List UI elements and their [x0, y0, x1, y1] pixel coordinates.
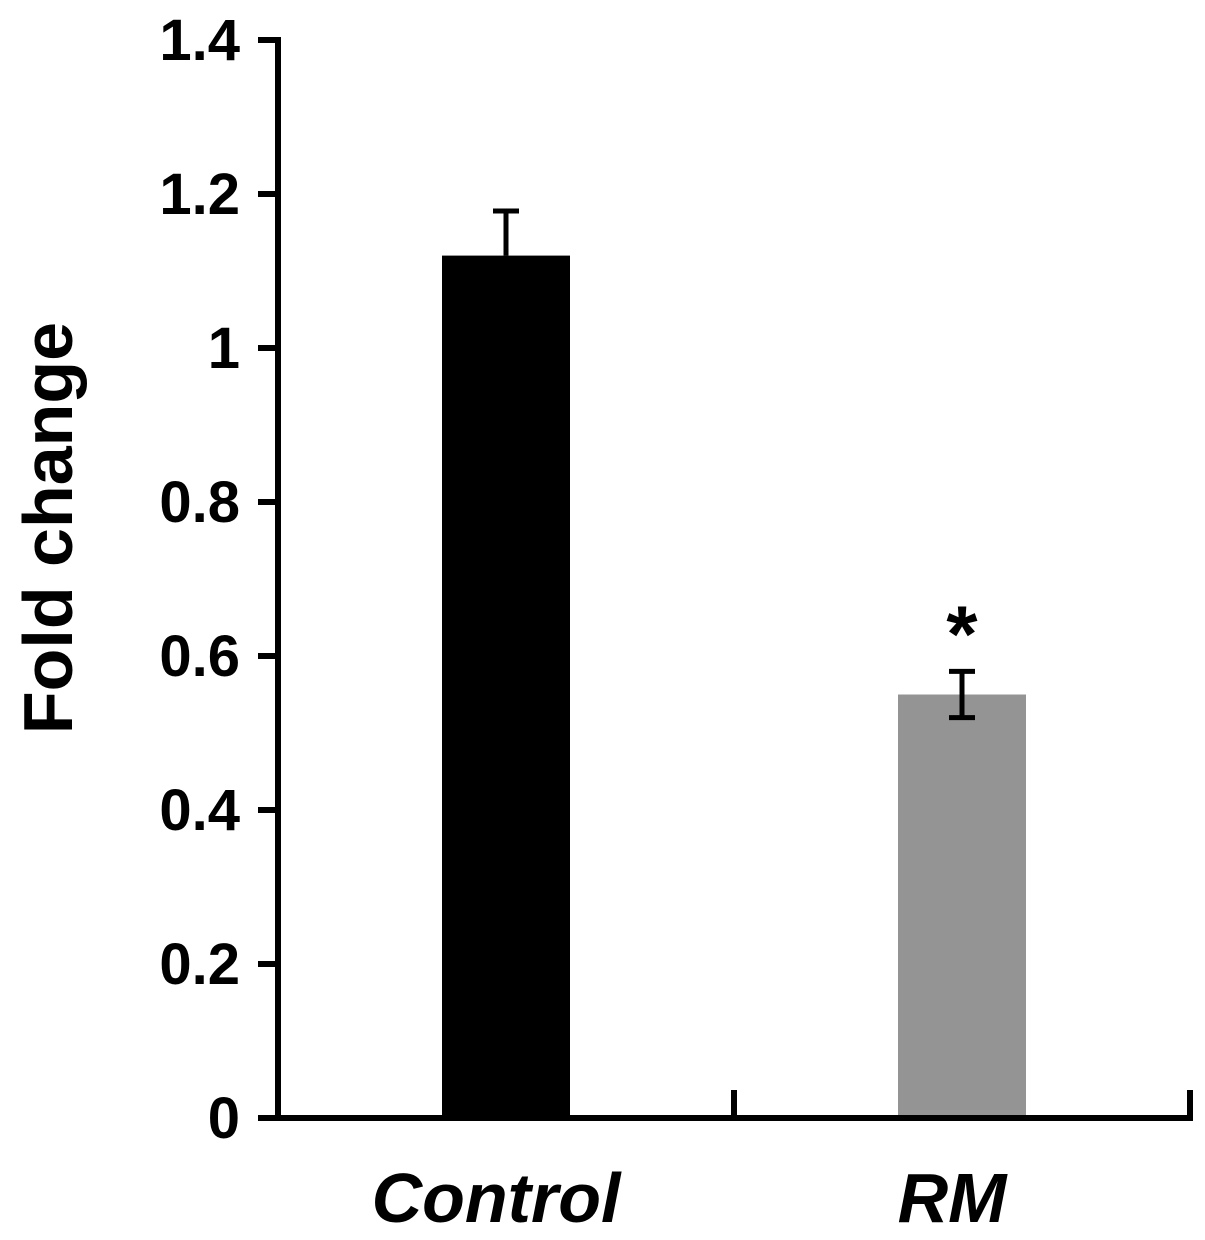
bars — [442, 255, 1026, 1119]
error-bars — [493, 208, 975, 721]
y-tick-label: 0.2 — [159, 932, 240, 997]
bar-control — [442, 255, 570, 1119]
bar-rm — [898, 694, 1026, 1118]
x-axis-labels: Control RM — [372, 1159, 1009, 1237]
x-tick-label-control: Control — [372, 1159, 622, 1237]
x-axis-ticks — [731, 1090, 1193, 1118]
annotations: * — [946, 589, 978, 678]
y-tick-label: 0.4 — [159, 778, 240, 843]
y-axis-ticks: 0 0.2 0.4 0.6 0.8 1 1.2 1.4 — [159, 8, 278, 1151]
y-axis-title: Fold change — [9, 322, 87, 734]
y-tick-label: 1.4 — [159, 8, 240, 73]
y-tick-label: 0.6 — [159, 624, 240, 689]
y-tick-label: 1.2 — [159, 162, 240, 227]
x-tick-label-rm: RM — [898, 1159, 1009, 1237]
y-tick-label: 0 — [208, 1086, 240, 1151]
significance-asterisk: * — [946, 589, 978, 678]
y-tick-label: 1 — [208, 316, 240, 381]
y-tick-label: 0.8 — [159, 470, 240, 535]
